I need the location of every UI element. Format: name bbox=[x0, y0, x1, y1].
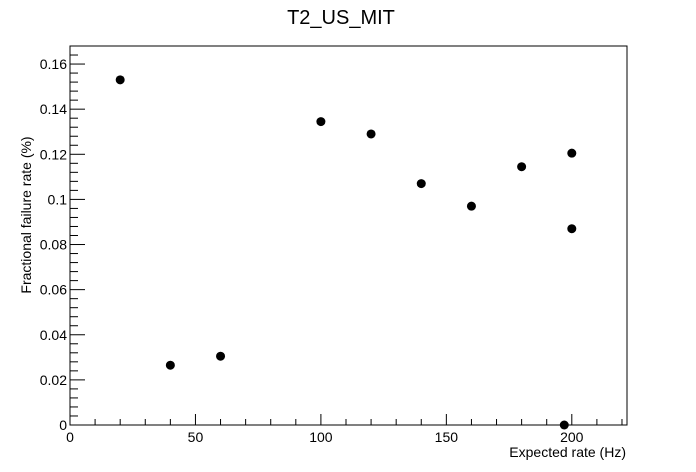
y-tick-label: 0.16 bbox=[40, 56, 67, 72]
data-point bbox=[216, 351, 226, 361]
y-tick-label: 0.1 bbox=[48, 191, 68, 207]
x-tick-label: 50 bbox=[188, 429, 204, 445]
data-point bbox=[165, 360, 175, 370]
data-point bbox=[466, 201, 476, 211]
data-point bbox=[567, 224, 577, 234]
x-tick-label: 150 bbox=[435, 429, 459, 445]
data-point bbox=[517, 162, 527, 172]
data-point bbox=[559, 420, 569, 430]
data-points bbox=[115, 75, 577, 430]
x-tick-label: 100 bbox=[309, 429, 333, 445]
data-point bbox=[366, 129, 376, 139]
data-point bbox=[115, 75, 125, 85]
data-point bbox=[316, 117, 326, 127]
y-tick-label: 0.04 bbox=[40, 327, 67, 343]
data-point bbox=[416, 179, 426, 189]
y-axis: 0 0.02 0.04 0.06 0.08 0.1 0.12 0.14 0.16 bbox=[40, 45, 85, 433]
x-tick-label: 200 bbox=[560, 429, 584, 445]
x-axis-label: Expected rate (Hz) bbox=[509, 444, 626, 460]
y-tick-label: 0.06 bbox=[40, 282, 67, 298]
data-point bbox=[567, 148, 577, 158]
x-tick-label: 0 bbox=[66, 429, 74, 445]
y-axis-label: Fractional failure rate (%) bbox=[18, 136, 34, 293]
plot-frame bbox=[69, 45, 628, 426]
y-tick-label: 0.14 bbox=[40, 101, 67, 117]
chart-title: T2_US_MIT bbox=[287, 7, 395, 29]
y-tick-label: 0.12 bbox=[40, 146, 67, 162]
x-axis: 0 50 100 150 200 bbox=[66, 414, 623, 445]
y-tick-label: 0 bbox=[59, 417, 67, 433]
y-tick-label: 0.08 bbox=[40, 237, 67, 253]
y-tick-label: 0.02 bbox=[40, 372, 67, 388]
